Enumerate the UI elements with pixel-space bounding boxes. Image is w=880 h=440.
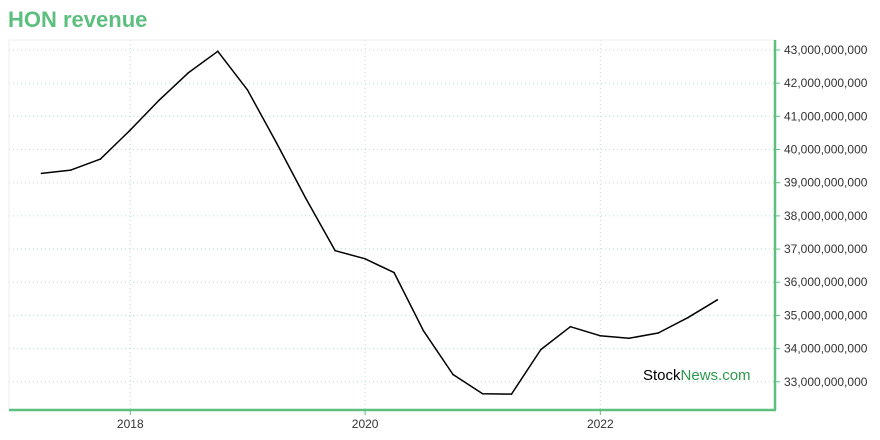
y-tick-label: 39,000,000,000: [784, 176, 868, 190]
grid: [8, 39, 775, 410]
watermark-part-news: News: [681, 367, 719, 384]
series-line: [41, 50, 718, 395]
y-tick-label: 35,000,000,000: [784, 308, 868, 322]
data-point: [539, 348, 542, 351]
y-tick-label: 37,000,000,000: [784, 242, 868, 256]
data-point: [69, 169, 72, 171]
data-point: [40, 172, 43, 175]
x-tick-label: 2022: [587, 417, 614, 431]
series: [40, 50, 719, 395]
y-tick-label: 33,000,000,000: [784, 375, 868, 389]
y-tick-label: 42,000,000,000: [784, 76, 868, 90]
watermark: StockNews.com: [643, 367, 751, 384]
data-point: [334, 249, 337, 252]
data-point: [452, 373, 454, 376]
y-tick-label: 43,000,000,000: [784, 43, 868, 57]
data-point: [275, 141, 278, 144]
data-point: [481, 392, 484, 395]
data-point: [628, 337, 630, 340]
y-tick-label: 34,000,000,000: [784, 342, 868, 356]
chart-title: HON revenue: [8, 7, 148, 32]
data-point: [393, 271, 395, 274]
data-point: [187, 72, 189, 74]
y-tick-label: 38,000,000,000: [784, 209, 868, 223]
y-tick-label: 40,000,000,000: [784, 143, 868, 157]
y-tick-label: 41,000,000,000: [784, 109, 868, 123]
x-tick-label: 2018: [117, 417, 144, 431]
data-point: [246, 88, 249, 91]
data-point: [716, 299, 719, 301]
data-point: [364, 257, 366, 260]
data-point: [422, 329, 425, 332]
data-point: [216, 50, 219, 53]
tick-labels: 33,000,000,000 34,000,000,000 35,000,000,0…: [117, 43, 868, 431]
data-point: [304, 197, 307, 199]
data-point: [569, 325, 572, 328]
data-point: [510, 393, 513, 395]
data-point: [99, 158, 102, 160]
y-tick-label: 36,000,000,000: [784, 275, 868, 289]
data-point: [129, 129, 131, 132]
data-point: [158, 99, 160, 102]
data-point: [687, 316, 689, 319]
data-point: [599, 334, 601, 337]
axes: [9, 40, 780, 415]
data-point: [657, 332, 660, 334]
x-tick-label: 2020: [352, 417, 379, 431]
watermark-part-stock: Stock: [643, 367, 681, 384]
watermark-part-com: .com: [718, 367, 751, 384]
